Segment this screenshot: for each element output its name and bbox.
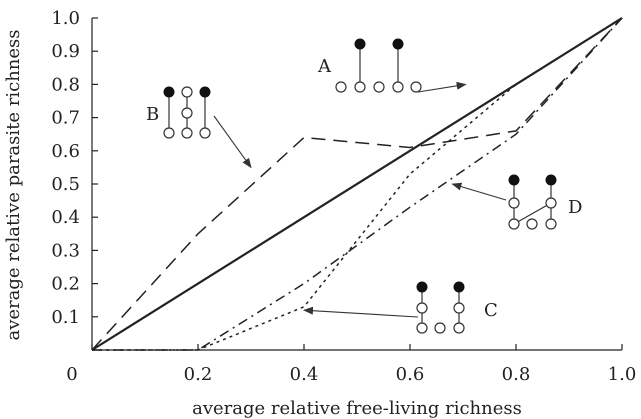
- x-tick-label: 0.2: [184, 364, 213, 385]
- x-axis-title: average relative free-living richness: [192, 398, 522, 419]
- diagram-B: [163, 86, 211, 139]
- x-tick-label: 0: [66, 364, 77, 385]
- series-group: [91, 17, 623, 351]
- y-tick-label: 0.9: [51, 41, 80, 62]
- annotation-label-B: B: [146, 104, 159, 125]
- x-tick-label: 0.4: [290, 364, 319, 385]
- y-tick-label: 1.0: [51, 8, 80, 29]
- y-tick-label: 0.3: [51, 240, 80, 261]
- diagram-D: [508, 174, 557, 230]
- annotation-arrow-C: [303, 306, 419, 318]
- y-tick-label: 0.2: [51, 274, 80, 295]
- x-tick-label: 0.8: [502, 364, 531, 385]
- y-tick-label: 0.6: [51, 141, 80, 162]
- annotation-arrows: [213, 81, 507, 318]
- y-tick-label: 0.7: [51, 108, 80, 129]
- diagram-C: [416, 281, 465, 334]
- diagram-A: [335, 38, 422, 93]
- y-axis-title: average relative parasite richness: [3, 29, 24, 340]
- series-line-A: [91, 17, 623, 351]
- annotation-label-D: D: [568, 197, 582, 218]
- annotation-label-C: C: [484, 300, 498, 321]
- x-tick-label: 0.6: [396, 364, 425, 385]
- y-tick-label: 0.4: [51, 207, 80, 228]
- y-tick-label: 0.5: [51, 174, 80, 195]
- y-tick-label: 0.1: [51, 307, 80, 328]
- annotation-arrow-D: [451, 182, 507, 201]
- ticks: 0 0.2 0.4 0.6 0.8 1.0 0.1 0.2 0.3 0.4 0.5 0.6 0.7 0.8…: [51, 8, 636, 385]
- series-line-D: [92, 17, 623, 351]
- annotation-arrow-A: [417, 81, 467, 93]
- y-tick-label: 0.8: [51, 74, 80, 95]
- annotation-arrow-B: [213, 115, 252, 169]
- series-line-B: [91, 17, 623, 351]
- annotation-label-A: A: [317, 56, 332, 77]
- x-tick-label: 1.0: [608, 364, 637, 385]
